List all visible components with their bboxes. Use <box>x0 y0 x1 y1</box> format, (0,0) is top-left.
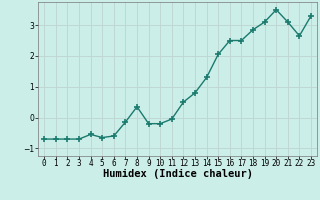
X-axis label: Humidex (Indice chaleur): Humidex (Indice chaleur) <box>103 169 252 179</box>
